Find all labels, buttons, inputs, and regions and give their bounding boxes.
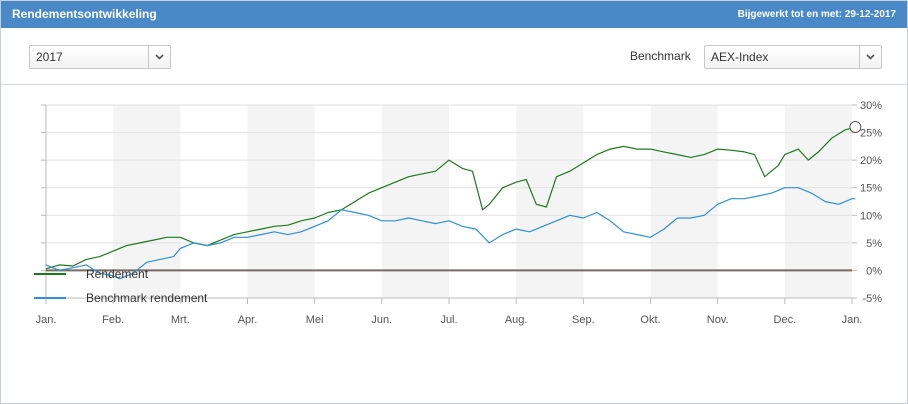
year-select-value: 2017 <box>36 50 63 64</box>
month-band <box>650 105 718 298</box>
x-tick-label: Jan. <box>36 314 57 326</box>
panel-title: Rendementsontwikkeling <box>12 7 157 21</box>
series-line-benchmark <box>45 187 856 280</box>
benchmark-dropdown-button[interactable] <box>859 46 881 68</box>
benchmark-label: Benchmark <box>630 49 691 63</box>
y-tick-label: 15% <box>860 183 882 195</box>
y-tick-label: -5% <box>862 293 882 305</box>
chart-toolbar: 2017 Benchmark AEX-Index <box>1 28 907 85</box>
year-select[interactable]: 2017 <box>29 45 171 69</box>
x-tick-label: Mrt. <box>171 314 190 326</box>
x-tick-label: Aug. <box>505 314 528 326</box>
panel-header: Rendementsontwikkeling Bijgewerkt tot en… <box>1 1 907 28</box>
x-tick-label: Jul. <box>440 314 457 326</box>
legend-swatch-benchmark <box>34 297 66 299</box>
month-band <box>516 105 584 298</box>
legend-swatch-rendement <box>34 273 66 275</box>
x-tick-label: Apr. <box>238 314 258 326</box>
series-line-rendement <box>45 126 856 270</box>
chevron-down-icon <box>866 54 875 60</box>
year-dropdown-button[interactable] <box>148 46 170 68</box>
x-tick-label: Nov. <box>707 314 729 326</box>
x-tick-label: Feb. <box>102 314 124 326</box>
x-tick-label: Mei <box>306 314 324 326</box>
updated-date: Bijgewerkt tot en met: 29-12-2017 <box>737 9 896 20</box>
hover-marker <box>849 121 862 134</box>
benchmark-select-value: AEX-Index <box>711 50 769 64</box>
y-tick-label: 10% <box>860 210 882 222</box>
y-tick-label: 25% <box>860 128 882 140</box>
x-tick-label: Dec. <box>774 314 797 326</box>
x-tick-label: Jun. <box>371 314 392 326</box>
y-tick-label: 20% <box>860 155 882 167</box>
chevron-down-icon <box>155 54 164 60</box>
x-tick-label: Okt. <box>640 314 660 326</box>
legend-label-benchmark: Benchmark rendement <box>86 291 208 305</box>
y-tick-label: 5% <box>866 238 882 250</box>
benchmark-select[interactable]: AEX-Index <box>704 45 882 69</box>
performance-chart: 30% 25% 20% 15% 10% 5% 0% -5% Jan. Feb. Mrt. Apr. Me… <box>36 100 883 326</box>
y-tick-label: 30% <box>860 100 882 112</box>
month-band <box>784 105 852 298</box>
month-band <box>381 105 449 298</box>
y-tick-label: 0% <box>866 265 882 277</box>
x-tick-label: Jan. <box>842 314 863 326</box>
month-band <box>113 105 181 298</box>
month-band <box>247 105 315 298</box>
x-tick-label: Sep. <box>572 314 595 326</box>
legend-label-rendement: Rendement <box>86 267 149 281</box>
